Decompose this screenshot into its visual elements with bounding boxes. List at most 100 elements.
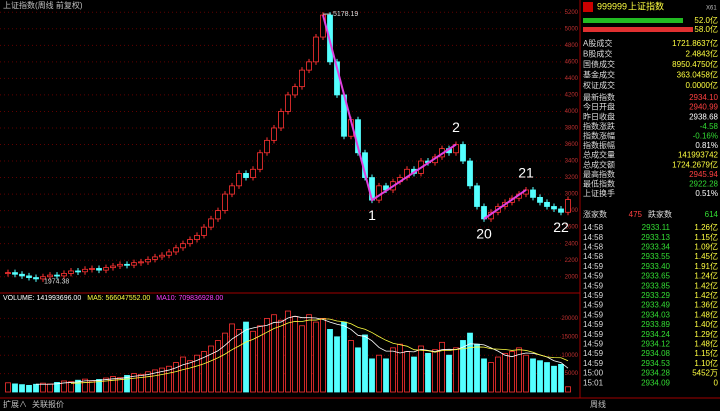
footer-tab[interactable]: 周线 bbox=[590, 399, 606, 409]
tick-price: 2934.28 bbox=[641, 369, 670, 378]
candle bbox=[467, 160, 473, 187]
wave-label: 2 bbox=[452, 119, 460, 135]
candle bbox=[82, 268, 88, 273]
volume-bar bbox=[82, 378, 88, 393]
volume-bar bbox=[152, 369, 158, 393]
volume-bar bbox=[551, 365, 557, 393]
y-tick-label: 5000 bbox=[565, 371, 579, 377]
volume-bar bbox=[26, 384, 32, 393]
volume-bar bbox=[565, 386, 571, 393]
tick-time: 14:59 bbox=[583, 310, 604, 319]
candle bbox=[131, 262, 137, 266]
volume-bar bbox=[509, 351, 515, 393]
tick-price: 2934.24 bbox=[641, 330, 670, 339]
bar-label: 52.0亿 bbox=[694, 15, 718, 25]
y-tick-label: 3600 bbox=[565, 142, 579, 148]
volume-bar bbox=[159, 367, 165, 393]
volume-bar bbox=[558, 363, 564, 393]
tick-volume: 1.45亿 bbox=[694, 251, 718, 261]
tick-volume: 1.15亿 bbox=[694, 348, 718, 358]
y-tick-label: 15000 bbox=[561, 334, 578, 340]
volume-bar bbox=[138, 373, 144, 393]
y-tick-label: 4800 bbox=[565, 43, 579, 49]
volume-bar bbox=[390, 347, 396, 393]
volume-bar bbox=[453, 347, 459, 393]
chart-title: 上证指数(周线 前复权) bbox=[3, 0, 83, 10]
y-tick-label: 3400 bbox=[565, 159, 579, 165]
candle bbox=[68, 270, 74, 274]
candle bbox=[117, 263, 123, 267]
volume-bar bbox=[530, 358, 536, 393]
volume-bar bbox=[243, 321, 249, 393]
code: 999999 bbox=[597, 1, 627, 11]
candle bbox=[229, 185, 235, 195]
tick-time: 15:01 bbox=[583, 378, 604, 387]
volume-bar bbox=[502, 352, 508, 393]
candle bbox=[243, 173, 249, 178]
row-label: 跌家数 bbox=[648, 209, 672, 219]
row-label: 最低指数 bbox=[583, 179, 615, 189]
volume-bar bbox=[166, 365, 172, 393]
tick-volume: 1.91亿 bbox=[694, 261, 718, 271]
volume-bar bbox=[537, 360, 543, 393]
tick-price: 2933.65 bbox=[641, 272, 670, 281]
tick-price: 2934.03 bbox=[641, 310, 670, 319]
volume-bar bbox=[124, 375, 130, 393]
volume-bar bbox=[271, 314, 277, 393]
volume-bar bbox=[544, 362, 550, 393]
tick-price: 2933.13 bbox=[641, 233, 670, 242]
tick-time: 14:59 bbox=[583, 359, 604, 368]
row-value: 2945.94 bbox=[689, 170, 718, 179]
bar bbox=[583, 27, 693, 32]
tick-volume: 1.48亿 bbox=[694, 309, 718, 319]
volume-bar bbox=[103, 377, 109, 393]
y-tick-label: 5000 bbox=[565, 26, 579, 32]
volume-bar bbox=[481, 358, 487, 393]
row-label: 上证换手 bbox=[583, 188, 615, 198]
footer-tab[interactable]: 关联报价 bbox=[32, 399, 64, 409]
volume-bar bbox=[376, 354, 382, 393]
volume-bar bbox=[397, 343, 403, 393]
tick-volume: 1.09亿 bbox=[694, 242, 718, 252]
candle bbox=[54, 274, 60, 277]
candle bbox=[103, 267, 109, 271]
volume-bar bbox=[362, 334, 368, 393]
candle bbox=[236, 173, 242, 187]
row-value: 8950.4750亿 bbox=[672, 59, 718, 69]
volume-bar bbox=[467, 332, 473, 393]
candle bbox=[299, 69, 305, 88]
volume-bar bbox=[404, 351, 410, 393]
icon bbox=[583, 2, 593, 12]
bar bbox=[583, 18, 683, 23]
volume-bar bbox=[432, 349, 438, 393]
y-tick-label: 4200 bbox=[565, 92, 579, 98]
tick-volume: 1.29亿 bbox=[694, 329, 718, 339]
row-value: 0.81% bbox=[695, 141, 718, 150]
y-tick-label: 2200 bbox=[565, 258, 579, 264]
tick-time: 14:59 bbox=[583, 301, 604, 310]
volume-bar bbox=[516, 347, 522, 393]
volume-bar bbox=[278, 319, 284, 393]
tick-price: 2933.89 bbox=[641, 320, 670, 329]
y-tick-label: 5200 bbox=[565, 10, 579, 16]
candle bbox=[194, 235, 200, 240]
volume-bar bbox=[145, 371, 151, 393]
candle bbox=[292, 86, 298, 96]
candle bbox=[313, 36, 319, 63]
tick-time: 14:59 bbox=[583, 349, 604, 358]
footer-tab[interactable]: 扩展∧ bbox=[3, 399, 27, 409]
legend: MA5: 566047552.00 bbox=[87, 295, 150, 302]
volume-bar bbox=[173, 362, 179, 393]
tick-time: 14:59 bbox=[583, 272, 604, 281]
tick-volume: 1.10亿 bbox=[694, 358, 718, 368]
volume-bar bbox=[54, 382, 60, 393]
row-value: 475 bbox=[629, 210, 643, 219]
row-label: 总成交量 bbox=[583, 150, 615, 160]
volume-bar bbox=[313, 321, 319, 393]
candle bbox=[565, 199, 571, 213]
row-label: 基金成交 bbox=[583, 70, 615, 80]
volume-bar bbox=[117, 377, 123, 393]
candle bbox=[215, 210, 221, 220]
wave-line bbox=[322, 14, 527, 220]
tick-volume: 1.36亿 bbox=[694, 300, 718, 310]
